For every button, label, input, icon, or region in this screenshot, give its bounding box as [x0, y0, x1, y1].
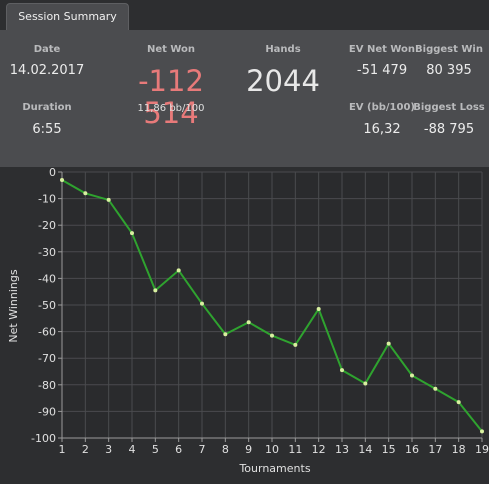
- x-tick-label: 11: [288, 443, 302, 456]
- data-point: [410, 373, 414, 378]
- net-winnings-chart: 0 -10 -20 -30 -40 -50 -60 -70 -80 -90 -100 1 2 3 4 5 6 7 8…: [0, 166, 489, 480]
- tab-session-summary[interactable]: Session Summary: [6, 3, 129, 30]
- x-tick-label: 14: [358, 443, 372, 456]
- data-point: [363, 381, 368, 386]
- ev-net-won-value: -51 479: [356, 63, 408, 78]
- x-tick-label: 17: [428, 443, 442, 456]
- x-tick-label: 4: [129, 443, 136, 456]
- x-tick-label: 7: [199, 443, 206, 456]
- data-point: [386, 341, 391, 346]
- x-tick-label: 13: [335, 443, 349, 456]
- x-tick-label: 8: [222, 443, 229, 456]
- ev-bb-label: EV (bb/100): [348, 102, 416, 113]
- x-tick-label: 1: [59, 443, 66, 456]
- data-point: [130, 231, 134, 236]
- x-axis-label: Tournaments: [238, 462, 310, 475]
- duration-label: Duration: [22, 102, 72, 113]
- data-point: [270, 333, 274, 338]
- data-point: [60, 177, 64, 182]
- y-tick-label: -50: [38, 299, 56, 312]
- data-point: [106, 197, 111, 202]
- data-point: [456, 400, 461, 405]
- y-tick-label: -90: [38, 405, 56, 418]
- data-point: [176, 268, 181, 273]
- x-tick-label: 5: [152, 443, 159, 456]
- session-summary-panel: Date 14.02.2017 Duration 6:55 Net Won -1…: [0, 30, 489, 167]
- data-point: [293, 342, 298, 347]
- x-tick-label: 16: [405, 443, 419, 456]
- hands-value: 2044: [246, 64, 320, 98]
- tab-bar: Session Summary: [0, 0, 489, 30]
- y-tick-label: -80: [38, 379, 56, 392]
- data-point: [246, 320, 251, 325]
- x-tick-label: 9: [245, 443, 252, 456]
- biggest-loss-label: Biggest Loss: [413, 102, 485, 113]
- net-won-value: -112 514: [138, 64, 204, 130]
- x-tick-label: 19: [475, 443, 489, 456]
- x-tick-label: 12: [312, 443, 326, 456]
- data-point: [223, 332, 228, 337]
- x-tick-label: 18: [452, 443, 466, 456]
- x-tick-label: 3: [105, 443, 112, 456]
- y-tick-label: 0: [49, 167, 56, 179]
- biggest-loss-value: -88 795: [423, 122, 475, 137]
- net-won-label: Net Won: [146, 44, 196, 55]
- data-point: [340, 368, 344, 373]
- data-point: [153, 288, 158, 293]
- x-tick-label: 15: [382, 443, 396, 456]
- x-tick-label: 6: [175, 443, 182, 456]
- data-point: [480, 429, 484, 434]
- data-point: [200, 301, 204, 306]
- date-value: 14.02.2017: [9, 63, 85, 78]
- y-tick-label: -30: [38, 246, 56, 259]
- data-point: [316, 306, 321, 311]
- biggest-win-label: Biggest Win: [415, 44, 483, 55]
- x-tick-label: 2: [82, 443, 89, 456]
- y-axis-label: Net Winnings: [7, 269, 20, 342]
- hands-label: Hands: [265, 44, 301, 55]
- ev-bb-value: 16,32: [363, 122, 401, 137]
- ev-net-won-label: EV Net Won: [348, 44, 416, 55]
- biggest-win-value: 80 395: [426, 63, 472, 78]
- duration-value: 6:55: [32, 122, 62, 137]
- x-tick-label: 10: [265, 443, 279, 456]
- y-tick-label: -60: [38, 326, 56, 339]
- y-tick-label: -20: [38, 219, 56, 232]
- data-point: [433, 386, 438, 391]
- y-tick-label: -100: [31, 432, 56, 445]
- y-tick-label: -10: [38, 193, 56, 206]
- y-tick-label: -70: [38, 352, 56, 365]
- data-point: [83, 191, 88, 196]
- bb-per-100-value: 11,86 bb/100: [137, 103, 205, 114]
- date-label: Date: [33, 44, 61, 55]
- y-tick-label: -40: [38, 272, 56, 285]
